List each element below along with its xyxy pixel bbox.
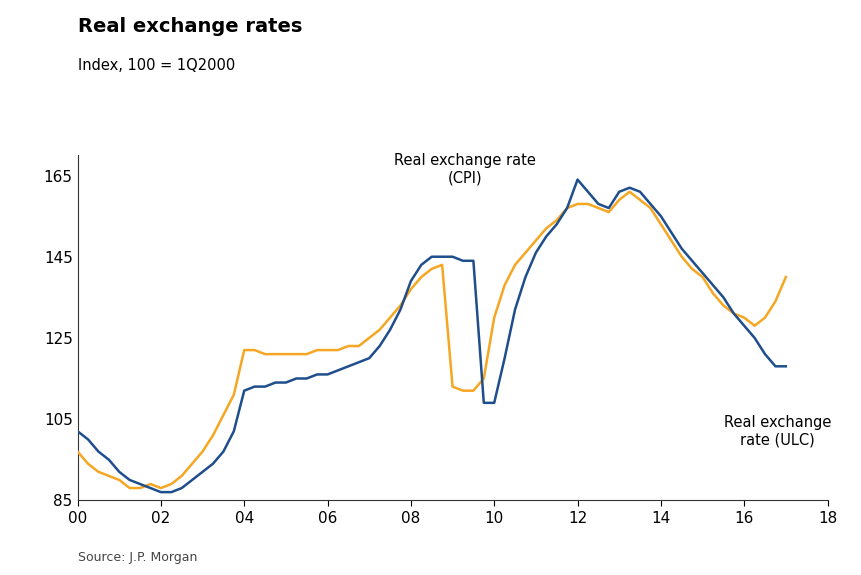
Text: Source: J.P. Morgan: Source: J.P. Morgan	[77, 550, 196, 564]
Text: Real exchange rates: Real exchange rates	[77, 17, 301, 36]
Text: Real exchange
rate (ULC): Real exchange rate (ULC)	[723, 415, 830, 447]
Text: Index, 100 = 1Q2000: Index, 100 = 1Q2000	[77, 58, 234, 72]
Text: Real exchange rate
(CPI): Real exchange rate (CPI)	[393, 154, 536, 186]
